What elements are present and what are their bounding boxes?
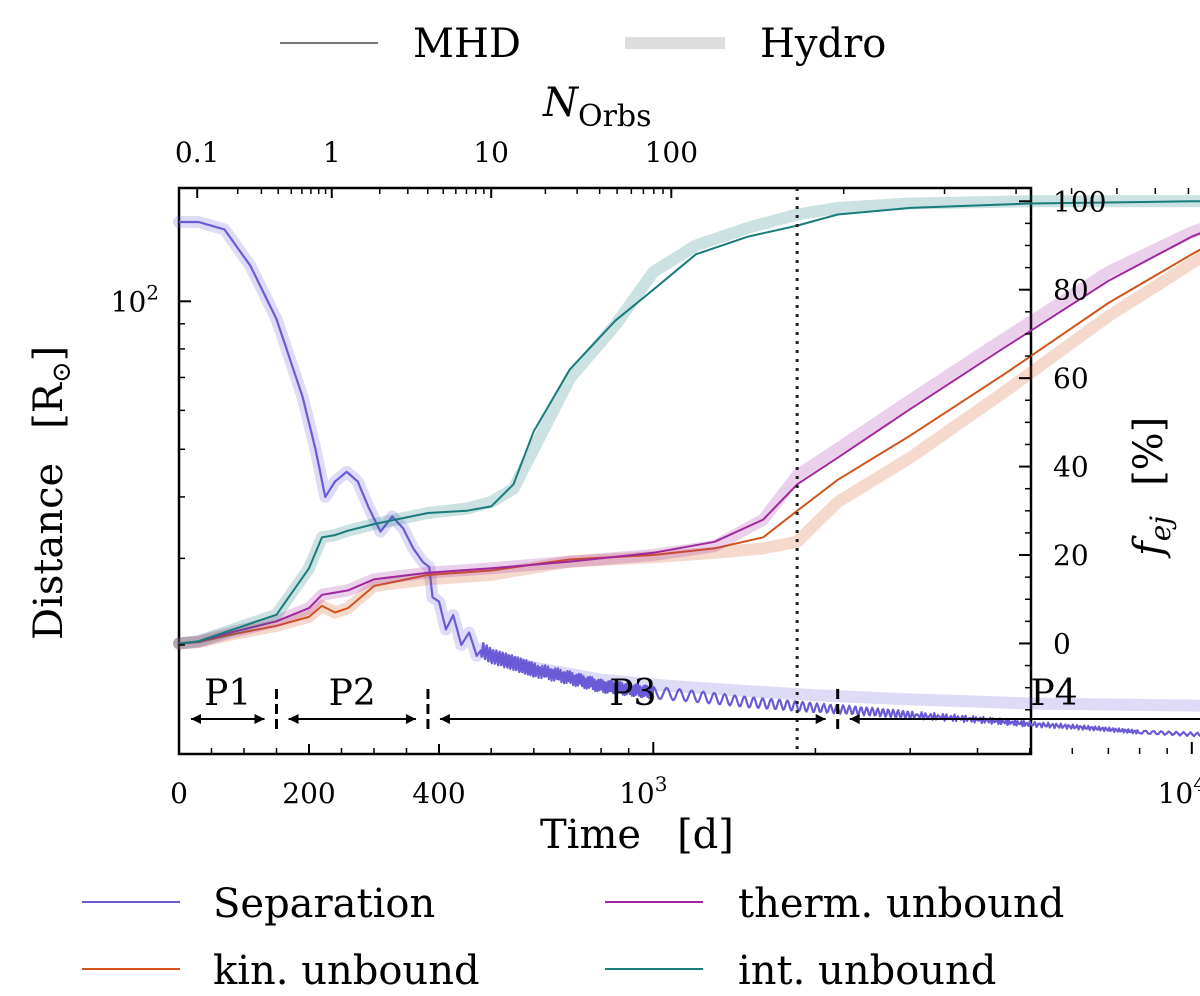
phase-arrowhead-right-P3 [815, 714, 826, 724]
phase-label-P4: P4 [1031, 673, 1078, 714]
series-therm-unbound-mhd [178, 232, 1200, 645]
x-axis-label-text: Time [540, 812, 641, 858]
phase-label-P2: P2 [329, 673, 376, 714]
right-tick-label-20: 20 [1053, 539, 1089, 572]
series-int-unbound-hydro [173, 195, 1200, 650]
legend-kin-label: kin. unbound [213, 948, 480, 994]
left-axis-unit-sub: ⊙ [47, 361, 77, 383]
series-separation-hydro [173, 216, 1200, 712]
left-axis-ticks: 102 [111, 280, 191, 646]
top-axis-label: NOrbs [542, 80, 652, 134]
top-tick-label-100: 100 [645, 136, 698, 169]
top-tick-label-1: 1 [323, 136, 341, 169]
top-axis-label-sub: Orbs [578, 99, 652, 134]
x-tick-exp: 3 [655, 772, 668, 796]
legend-hydro-label: Hydro [760, 21, 886, 67]
x-tick-label-200: 200 [282, 777, 335, 810]
phase-arrowhead-left-P2 [288, 714, 299, 724]
left-axis-label: Distance [R⊙] [26, 346, 77, 640]
top-tick-label-0.1: 0.1 [175, 136, 220, 169]
x-tick-label-400: 400 [412, 777, 465, 810]
left-axis-label-text: Distance [26, 463, 72, 640]
left-axis-unit-suffix: ] [26, 346, 72, 362]
legend-separation-label: Separation [213, 881, 435, 927]
phase-label-P1: P1 [204, 673, 251, 714]
style-legend: MHD Hydro [280, 21, 886, 67]
left-tick-exp: 2 [146, 280, 159, 304]
x-axis-ticks: 0 200 400 103 104 [170, 742, 1200, 810]
left-tick-label: 102 [111, 280, 159, 318]
phase-arrowhead-left-P1 [191, 714, 201, 724]
right-tick-label-60: 60 [1053, 362, 1089, 395]
series-layer [173, 195, 1200, 738]
phase-arrowhead-left-P3 [439, 714, 450, 724]
x-tick-label-log: 103 [619, 772, 667, 810]
x-axis-unit: [d] [677, 812, 734, 858]
x-tick-base: 10 [619, 777, 655, 810]
legend-therm-label: therm. unbound [738, 881, 1064, 927]
phase-label-P3: P3 [609, 673, 656, 714]
right-axis-unit: [%] [1126, 417, 1172, 486]
series-kin-unbound-mhd [178, 248, 1200, 645]
phase-arrowhead-left-P4 [849, 714, 860, 724]
top-tick-label-10: 10 [473, 136, 509, 169]
series-int-unbound-mhd [178, 200, 1200, 645]
phase-arrowhead-right-P2 [405, 714, 416, 724]
legend-int-label: int. unbound [738, 948, 996, 994]
phase-annotations: P1 P2 P3 P4 [191, 673, 1200, 731]
right-tick-label-80: 80 [1053, 274, 1089, 307]
plot-frame [177, 186, 1033, 756]
phase-arrowhead-right-P1 [254, 714, 265, 724]
x-tick-base: 10 [1158, 777, 1194, 810]
right-tick-label-100: 100 [1053, 185, 1106, 218]
right-tick-label-0: 0 [1053, 627, 1071, 660]
right-axis-label: fej[%] [1126, 417, 1177, 559]
right-axis-ticks: 0 20 40 60 80 100 [1019, 185, 1106, 711]
series-separation-mhd [179, 220, 1200, 738]
top-axis-label-main: N [542, 80, 580, 126]
x-tick-label-log: 104 [1158, 772, 1200, 810]
right-tick-label-40: 40 [1053, 451, 1089, 484]
x-axis-label: Time [d] [540, 812, 734, 858]
left-tick-base: 10 [111, 285, 147, 318]
legend-mhd-label: MHD [413, 21, 521, 67]
x-tick-exp: 4 [1193, 772, 1200, 796]
series-legend: Separation therm. unbound kin. unbound i… [82, 881, 1064, 994]
series-kin-unbound-hydro [173, 251, 1200, 650]
x-tick-label-0: 0 [170, 777, 188, 810]
right-axis-label-sub: ej [1144, 516, 1177, 542]
left-axis-unit-prefix: [R [26, 381, 72, 429]
series-therm-unbound-hydro [173, 223, 1200, 650]
